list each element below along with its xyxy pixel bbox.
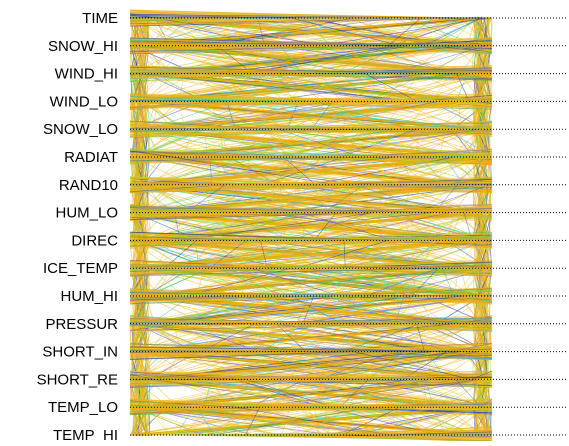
segment-polyline bbox=[129, 156, 493, 186]
segment-polyline bbox=[129, 240, 493, 269]
axis-label-snow_lo: SNOW_LO bbox=[43, 121, 118, 138]
segment-polyline bbox=[129, 351, 493, 380]
segment-polyline bbox=[129, 205, 493, 241]
segment-polyline bbox=[129, 14, 493, 47]
axis-label-temp_lo: TEMP_LO bbox=[48, 399, 118, 416]
segment-polyline bbox=[129, 101, 493, 130]
segment-polyline bbox=[129, 12, 493, 47]
segment-polyline bbox=[129, 346, 493, 380]
record-polyline bbox=[130, 17, 492, 437]
segment-polyline bbox=[129, 351, 493, 380]
axis-label-wind_lo: WIND_LO bbox=[50, 93, 118, 110]
segment-polyline bbox=[129, 320, 493, 359]
segment-polyline bbox=[129, 212, 493, 248]
axis-label-radiat: RADIAT bbox=[64, 149, 118, 166]
segment-polyline bbox=[129, 401, 493, 442]
segment-polyline bbox=[129, 379, 493, 414]
segment-polyline bbox=[129, 184, 493, 213]
segment-polyline bbox=[129, 240, 493, 275]
segment-polyline bbox=[129, 260, 493, 297]
segment-polyline bbox=[129, 152, 493, 194]
segment-polyline bbox=[129, 403, 493, 439]
axis-labels-layer: TIME SNOW_HI WIND_HI WIND_LO SNOW_LO RADIAT RA… bbox=[37, 10, 119, 444]
segment-polyline bbox=[129, 151, 493, 192]
segment-polyline bbox=[129, 152, 493, 193]
segment-polyline bbox=[129, 373, 493, 411]
segment-polyline bbox=[129, 406, 493, 441]
segment-polyline bbox=[129, 406, 493, 436]
segment-polyline bbox=[129, 400, 493, 436]
segment-polyline bbox=[129, 406, 493, 437]
segment-polyline bbox=[129, 406, 493, 436]
segment-polyline bbox=[129, 209, 493, 241]
segment-polyline bbox=[129, 267, 493, 297]
segment-polyline bbox=[129, 291, 493, 331]
segment-polyline bbox=[129, 288, 493, 325]
segment-polyline bbox=[130, 323, 493, 352]
segment-polyline bbox=[129, 321, 493, 358]
segment-polyline bbox=[129, 96, 493, 130]
segment-polyline bbox=[129, 73, 493, 107]
segment-polyline bbox=[129, 234, 493, 269]
segment-polyline bbox=[129, 128, 493, 158]
axis-label-pressur: PRESSUR bbox=[45, 316, 118, 333]
segment-polyline bbox=[129, 17, 493, 47]
axis-label-hum_hi: HUM_HI bbox=[60, 288, 118, 305]
segment-polyline bbox=[129, 292, 493, 331]
axis-label-short_in: SHORT_IN bbox=[42, 344, 118, 361]
segment-polyline bbox=[129, 95, 493, 136]
segment-polyline bbox=[129, 184, 493, 218]
segment-polyline bbox=[129, 150, 493, 186]
polyline-layer bbox=[129, 9, 494, 444]
axis-label-short_re: SHORT_RE bbox=[37, 371, 118, 388]
segment-polyline bbox=[129, 14, 493, 47]
axis-label-wind_hi: WIND_HI bbox=[55, 66, 118, 83]
segment-polyline bbox=[129, 267, 493, 302]
record-polyline bbox=[136, 17, 490, 436]
segment-polyline bbox=[129, 323, 493, 360]
segment-polyline bbox=[129, 99, 493, 135]
segment-polyline bbox=[129, 41, 493, 74]
axis-label-hum_lo: HUM_LO bbox=[55, 205, 118, 222]
segment-polyline bbox=[129, 320, 493, 352]
segment-polyline bbox=[129, 323, 493, 352]
segment-polyline bbox=[129, 401, 493, 441]
segment-polyline bbox=[129, 370, 493, 408]
record-polyline bbox=[131, 17, 488, 436]
segment-polyline bbox=[129, 212, 493, 248]
axis-label-temp_hi: TEMP_HI bbox=[53, 427, 118, 441]
axis-label-rand10: RAND10 bbox=[59, 177, 118, 194]
axis-lines-layer bbox=[130, 17, 567, 436]
axis-label-direc: DIREC bbox=[71, 232, 118, 249]
segment-polyline bbox=[129, 128, 493, 165]
segment-polyline bbox=[129, 240, 493, 269]
segment-polyline bbox=[129, 260, 493, 297]
axis-label-time: TIME bbox=[82, 10, 118, 27]
segment-polyline bbox=[129, 292, 493, 325]
segment-polyline bbox=[129, 267, 493, 300]
segment-polyline bbox=[129, 45, 493, 79]
segment-polyline bbox=[129, 406, 493, 439]
axis-label-snow_hi: SNOW_HI bbox=[48, 38, 118, 55]
axis-label-ice_temp: ICE_TEMP bbox=[43, 260, 118, 277]
segment-polyline bbox=[129, 237, 493, 271]
segment-polyline bbox=[129, 351, 493, 380]
segment-polyline bbox=[129, 379, 493, 408]
